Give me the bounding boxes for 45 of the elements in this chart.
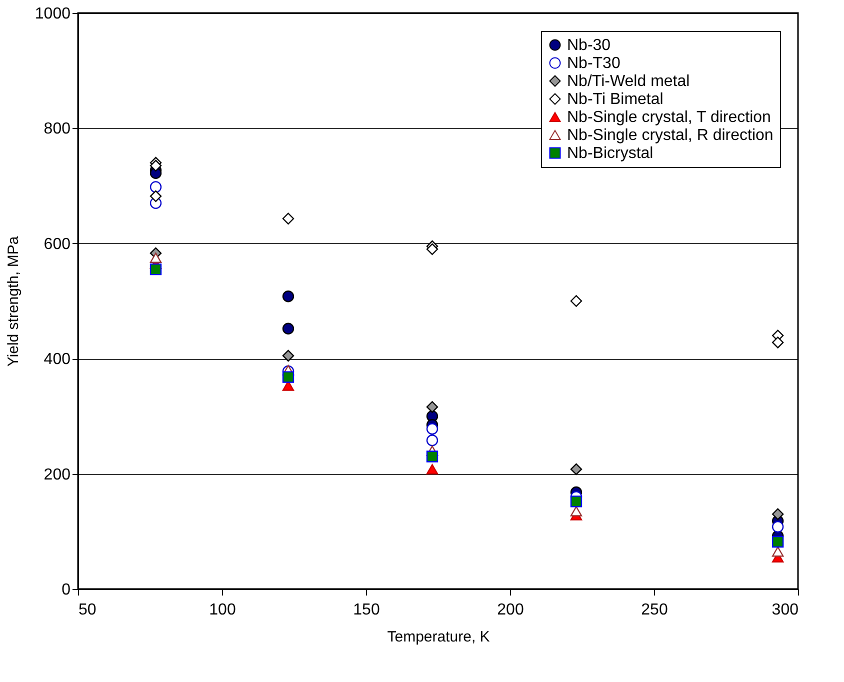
x-tick-label: 300 [772,602,799,618]
y-tick-label: 800 [44,120,71,138]
legend-label: Nb-T30 [567,55,620,72]
y-tick-label: 200 [44,466,71,484]
point [570,496,582,508]
point [282,212,294,224]
point [570,506,582,516]
x-tick-label: 50 [78,602,96,618]
legend-label: Nb-30 [567,37,611,54]
point [570,463,582,476]
point [772,508,784,520]
x-tick-label: 150 [353,602,380,618]
y-tick-label: 400 [44,351,71,368]
legend-label: Nb-Bicrystal [567,145,654,162]
legend-label: Nb/Ti-Weld metal [567,73,690,90]
point [426,450,438,462]
legend-label: Nb-Single crystal, T direction [567,109,771,126]
x-axis-title: Temperature, K [387,628,490,646]
x-tick-label: 200 [497,602,524,618]
point [426,401,438,413]
point [772,536,784,548]
point [772,546,784,557]
point [150,252,162,263]
point [772,336,784,348]
point [570,295,582,307]
y-axis-title: Yield strength, MPa [4,236,22,367]
legend-label: Nb-Ti Bimetal [567,91,664,108]
point [150,190,162,202]
point [772,520,784,533]
point [150,160,162,172]
point [282,350,294,362]
point [426,434,438,446]
y-tick-label: 600 [44,236,71,253]
x-tick-label: 100 [209,602,236,618]
point [150,263,162,276]
point [426,423,438,435]
y-tick-label: 1000 [34,6,71,22]
point [282,371,294,383]
point [282,322,294,334]
legend-label: Nb-Single crystal, R direction [567,127,774,144]
point [426,464,438,474]
x-tick-label: 250 [641,602,668,618]
point [282,290,294,302]
point [426,243,438,256]
y-tick-label: 0 [62,582,71,598]
